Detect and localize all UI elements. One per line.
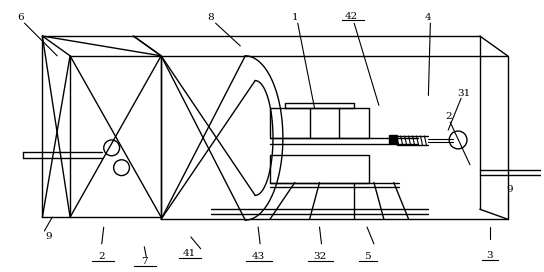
Text: 43: 43	[251, 252, 265, 261]
Text: 5: 5	[364, 252, 370, 261]
Text: 2: 2	[445, 112, 452, 121]
Text: 8: 8	[207, 13, 214, 22]
Bar	[270, 155, 369, 183]
Text: 31: 31	[458, 89, 471, 98]
Text: 32: 32	[313, 252, 326, 261]
Text: 1: 1	[292, 13, 298, 22]
Text: 4: 4	[425, 13, 432, 22]
Text: 9: 9	[45, 233, 52, 242]
Circle shape	[114, 160, 129, 176]
Text: 41: 41	[182, 249, 195, 258]
Text: 42: 42	[344, 12, 358, 21]
Circle shape	[449, 131, 467, 149]
Text: 3: 3	[486, 251, 493, 260]
Text: 6: 6	[17, 13, 24, 22]
Bar	[389, 135, 397, 143]
Circle shape	[104, 140, 120, 156]
Text: 2: 2	[98, 252, 105, 261]
Text: 7: 7	[141, 257, 147, 266]
Text: 9: 9	[506, 185, 513, 194]
Bar	[270, 108, 369, 138]
